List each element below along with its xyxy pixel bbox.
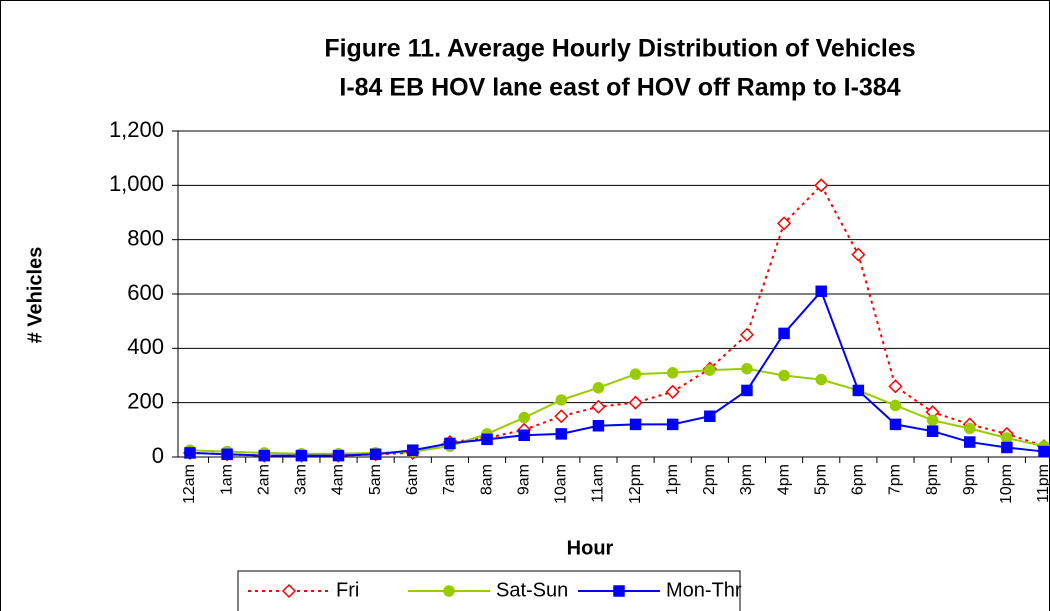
x-tick-label: 12am xyxy=(181,464,198,504)
data-point xyxy=(815,373,827,386)
data-point xyxy=(518,411,530,424)
data-point xyxy=(963,422,976,435)
data-point xyxy=(851,247,866,262)
data-point xyxy=(518,429,530,442)
data-point xyxy=(332,449,345,462)
data-point xyxy=(258,449,271,462)
data-point xyxy=(963,436,976,448)
y-tick-label: 1,200 xyxy=(109,117,164,142)
x-tick-label: 1am xyxy=(218,464,235,495)
x-tick-label: 1pm xyxy=(664,464,681,495)
x-tick-label: 2pm xyxy=(701,464,718,495)
data-point xyxy=(592,420,605,432)
x-tick-label: 9pm xyxy=(961,464,978,495)
data-point xyxy=(666,418,679,431)
data-point xyxy=(777,216,792,231)
x-tick-label: 6pm xyxy=(850,464,867,495)
legend-label: Mon-Thr xyxy=(666,579,742,601)
data-point xyxy=(369,448,382,461)
data-point xyxy=(591,399,606,414)
data-point xyxy=(665,384,680,399)
data-point xyxy=(889,399,902,412)
x-tick-label: 9am xyxy=(515,464,532,495)
data-point xyxy=(629,418,642,431)
legend-marker xyxy=(281,583,297,599)
data-point xyxy=(926,414,939,427)
x-tick-label: 5pm xyxy=(812,464,829,495)
data-point xyxy=(592,381,605,394)
legend-label: Fri xyxy=(336,579,359,601)
data-point xyxy=(778,327,790,340)
x-tick-label: 12pm xyxy=(627,464,644,504)
data-point xyxy=(666,367,679,379)
data-point xyxy=(852,384,865,397)
y-tick-label: 200 xyxy=(127,388,164,413)
x-tick-label: 10am xyxy=(553,464,570,504)
data-point xyxy=(739,327,755,342)
x-tick-label: 7am xyxy=(441,464,458,495)
x-tick-label: 2am xyxy=(255,464,272,495)
x-tick-label: 3pm xyxy=(738,464,755,495)
x-tick-label: 6am xyxy=(404,464,421,495)
x-tick-label: 8am xyxy=(478,464,495,495)
data-point xyxy=(628,395,643,410)
legend-marker xyxy=(613,585,625,597)
data-point xyxy=(704,364,716,376)
data-point xyxy=(554,409,569,424)
x-tick-label: 11am xyxy=(590,464,607,503)
data-point xyxy=(221,448,233,461)
data-point xyxy=(555,428,568,440)
series-line xyxy=(189,367,1045,455)
x-tick-label: 11pm xyxy=(1035,464,1050,503)
data-point xyxy=(704,410,716,422)
x-tick-label: 10pm xyxy=(998,464,1015,504)
x-axis-label: Hour xyxy=(567,537,614,559)
data-point xyxy=(888,379,903,394)
y-tick-label: 1,000 xyxy=(109,171,164,196)
data-point xyxy=(444,437,456,450)
data-point xyxy=(407,444,419,456)
chart-title: Figure 11. Average Hourly Distribution o… xyxy=(324,35,915,63)
chart-subtitle: I-84 EB HOV lane east of HOV off Ramp to… xyxy=(339,74,900,102)
data-point xyxy=(1001,432,1013,444)
legend-marker xyxy=(443,585,455,597)
x-tick-label: 5am xyxy=(367,464,384,495)
y-tick-label: 400 xyxy=(127,334,164,359)
y-tick-label: 800 xyxy=(127,225,164,250)
data-point xyxy=(778,369,790,382)
x-tick-label: 3am xyxy=(293,464,310,495)
data-point xyxy=(1038,445,1050,458)
data-point xyxy=(1001,441,1013,454)
legend-label: Sat-Sun xyxy=(496,579,568,601)
data-point xyxy=(741,384,753,397)
data-point xyxy=(814,178,829,193)
x-tick-label: 8pm xyxy=(924,464,941,495)
data-point xyxy=(481,433,493,446)
y-tick-label: 0 xyxy=(152,443,164,468)
y-tick-label: 600 xyxy=(127,280,164,305)
x-tick-label: 4pm xyxy=(775,464,792,495)
data-point xyxy=(741,362,753,375)
data-point xyxy=(629,368,642,380)
data-point xyxy=(889,418,902,431)
data-point xyxy=(815,285,827,298)
y-axis-label: # Vehicles xyxy=(24,247,46,344)
data-point xyxy=(555,394,568,406)
data-point xyxy=(184,447,196,459)
x-tick-label: 4am xyxy=(330,464,347,495)
data-point xyxy=(295,449,308,462)
x-tick-label: 7pm xyxy=(887,464,904,495)
data-point xyxy=(926,425,939,437)
